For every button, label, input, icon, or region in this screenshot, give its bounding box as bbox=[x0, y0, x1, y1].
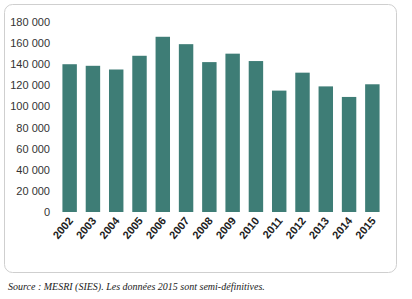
x-tick-label: 2015 bbox=[353, 215, 378, 241]
y-axis: 0 20 000 40 000 60 000 80 000 100 000 120 000 1… bbox=[10, 16, 57, 218]
y-tick-label: 40 000 bbox=[16, 164, 50, 176]
x-tick-label: 2005 bbox=[120, 215, 145, 241]
x-tick-label: 2009 bbox=[213, 215, 238, 241]
x-tick-label: 2012 bbox=[283, 215, 308, 241]
y-tick bbox=[54, 190, 57, 191]
x-tick-label: 2013 bbox=[306, 215, 331, 241]
y-tick bbox=[54, 127, 57, 128]
y-tick bbox=[54, 22, 57, 23]
y-tick-label: 20 000 bbox=[16, 185, 50, 197]
x-tick-label: 2002 bbox=[50, 215, 75, 241]
y-tick-label: 60 000 bbox=[16, 143, 50, 155]
bar bbox=[109, 70, 123, 213]
y-tick bbox=[54, 169, 57, 170]
bar bbox=[249, 61, 263, 212]
y-tick bbox=[54, 64, 57, 65]
x-tick-label: 2014 bbox=[330, 214, 355, 241]
chart-root: 0 20 000 40 000 60 000 80 000 100 000 120 000 1… bbox=[0, 0, 412, 299]
y-tick-label: 160 000 bbox=[10, 37, 50, 49]
x-tick-label: 2008 bbox=[190, 215, 215, 241]
y-tick-label: 140 000 bbox=[10, 58, 50, 70]
y-tick-label: 80 000 bbox=[16, 122, 50, 134]
bar bbox=[132, 56, 146, 212]
bar bbox=[319, 86, 333, 212]
bars bbox=[62, 37, 379, 212]
bar bbox=[62, 64, 76, 212]
y-tick-label: 120 000 bbox=[10, 79, 50, 91]
y-tick bbox=[54, 148, 57, 149]
bar bbox=[295, 73, 309, 212]
bar bbox=[365, 84, 379, 212]
bar bbox=[342, 97, 356, 212]
y-tick bbox=[54, 212, 57, 213]
bar bbox=[86, 66, 100, 212]
x-tick-label: 2007 bbox=[167, 215, 192, 241]
x-tick-label: 2003 bbox=[74, 215, 99, 241]
y-tick bbox=[54, 106, 57, 107]
y-tick bbox=[54, 43, 57, 44]
x-tick-label: 2004 bbox=[97, 214, 122, 241]
bar bbox=[202, 62, 216, 212]
x-tick-label: 2006 bbox=[143, 215, 168, 241]
x-axis: 2002200320042005200620072008200920102011… bbox=[50, 214, 378, 241]
y-tick-label: 0 bbox=[44, 206, 50, 218]
source-note: Source : MESRI (SIES). Les données 2015 … bbox=[8, 281, 265, 293]
chart: 0 20 000 40 000 60 000 80 000 100 000 120 000 1… bbox=[0, 0, 412, 299]
y-tick bbox=[54, 85, 57, 86]
bar bbox=[225, 54, 239, 212]
bar bbox=[179, 44, 193, 212]
bar bbox=[156, 37, 170, 212]
x-tick-label: 2010 bbox=[237, 215, 262, 241]
frame bbox=[5, 5, 397, 273]
y-tick-label: 180 000 bbox=[10, 16, 50, 28]
bar bbox=[272, 91, 286, 212]
y-tick-label: 100 000 bbox=[10, 100, 50, 112]
x-tick-label: 2011 bbox=[260, 215, 285, 241]
